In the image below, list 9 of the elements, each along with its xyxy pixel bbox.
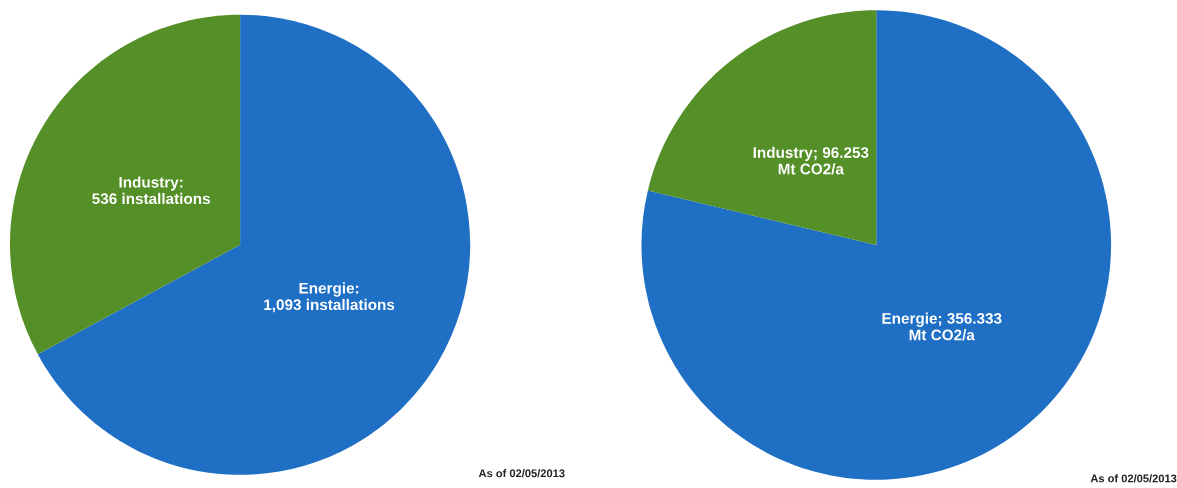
slice-label: Industry; 96.253 Mt CO2/a	[753, 146, 869, 175]
slice-label: Industry: 536 installations	[92, 176, 210, 205]
pie-slice	[10, 14, 241, 355]
text: As of 02/05/2013	[478, 469, 565, 478]
slice-label: Energie; 356.333 Mt CO2/a	[882, 312, 1002, 341]
pie-slice	[37, 14, 471, 475]
slice-label: Energie: 1,093 installations	[264, 282, 395, 313]
text: As of 02/05/2013	[1090, 474, 1177, 483]
pie-slice	[647, 10, 877, 246]
